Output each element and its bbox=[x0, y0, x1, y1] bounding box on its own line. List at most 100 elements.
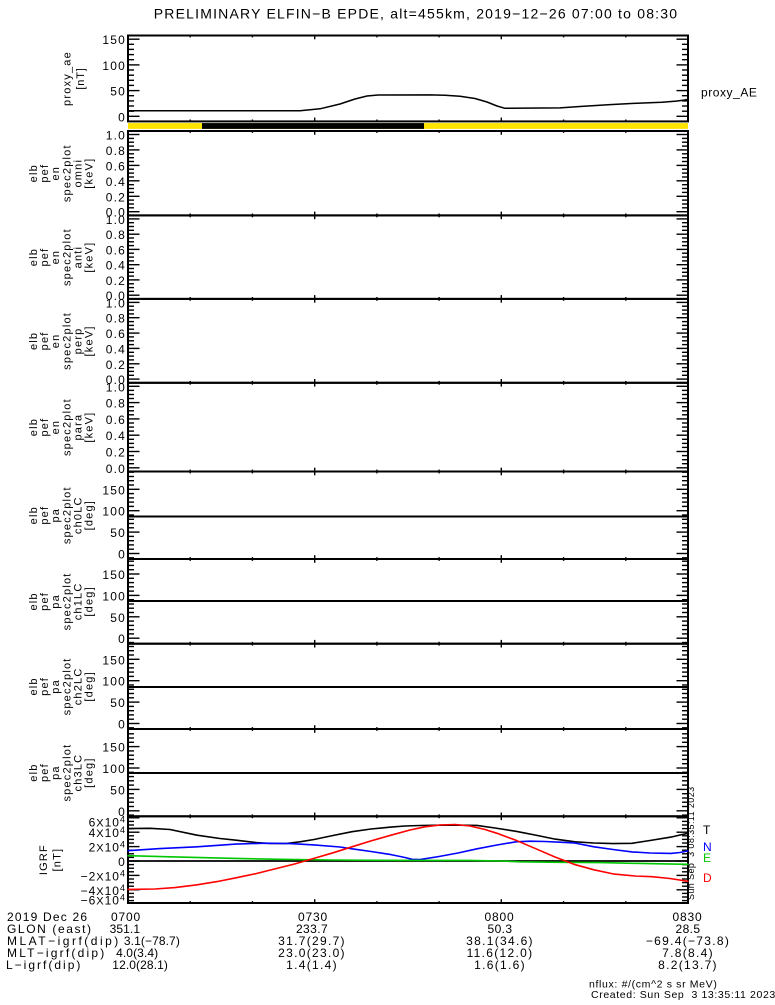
svg-text:0.4: 0.4 bbox=[106, 175, 126, 189]
svg-text:elb: elb bbox=[28, 763, 40, 781]
svg-text:0.2: 0.2 bbox=[106, 358, 126, 372]
svg-text:N: N bbox=[703, 840, 712, 854]
svg-text:50: 50 bbox=[110, 611, 126, 625]
svg-text:0.6: 0.6 bbox=[106, 159, 126, 173]
svg-text:MLT−igrf(dip): MLT−igrf(dip) bbox=[7, 946, 106, 960]
svg-text:L−igrf(dip): L−igrf(dip) bbox=[6, 958, 82, 972]
svg-text:100: 100 bbox=[102, 762, 126, 776]
svg-text:[deg]: [deg] bbox=[84, 671, 96, 701]
svg-text:perp: perp bbox=[72, 327, 84, 354]
svg-text:proxy_AE: proxy_AE bbox=[701, 86, 757, 100]
svg-text:[keV]: [keV] bbox=[84, 412, 96, 443]
svg-text:0: 0 bbox=[118, 632, 126, 646]
svg-text:anti: anti bbox=[72, 246, 84, 269]
svg-text:0: 0 bbox=[118, 548, 126, 562]
svg-text:0.8: 0.8 bbox=[106, 397, 126, 411]
svg-text:−2X104: −2X104 bbox=[81, 868, 126, 883]
svg-text:0.4: 0.4 bbox=[106, 429, 126, 443]
svg-text:31.7(29.7): 31.7(29.7) bbox=[278, 934, 346, 948]
svg-text:150: 150 bbox=[102, 568, 126, 582]
svg-text:100: 100 bbox=[102, 589, 126, 603]
svg-text:spec2plot: spec2plot bbox=[61, 486, 73, 544]
svg-text:pef: pef bbox=[39, 763, 51, 782]
svg-text:[deg]: [deg] bbox=[84, 500, 96, 530]
svg-text:50.3: 50.3 bbox=[488, 922, 513, 936]
svg-text:nflux: #/(cm^2 s sr MeV): nflux: #/(cm^2 s sr MeV) bbox=[589, 979, 717, 991]
svg-text:4.0(3.4): 4.0(3.4) bbox=[116, 946, 158, 960]
svg-text:0: 0 bbox=[118, 855, 126, 869]
svg-text:Sun Sep 3 08:35:11 2023: Sun Sep 3 08:35:11 2023 bbox=[686, 786, 696, 900]
svg-text:en: en bbox=[50, 334, 62, 349]
svg-text:pef: pef bbox=[39, 164, 51, 183]
svg-text:0: 0 bbox=[118, 718, 126, 732]
svg-text:pef: pef bbox=[39, 677, 51, 696]
svg-text:[deg]: [deg] bbox=[84, 586, 96, 616]
svg-text:4X104: 4X104 bbox=[89, 825, 126, 840]
svg-text:11.6(12.0): 11.6(12.0) bbox=[467, 946, 534, 960]
svg-text:1.4(1.4): 1.4(1.4) bbox=[286, 958, 338, 972]
svg-text:0.2: 0.2 bbox=[106, 446, 126, 460]
svg-text:[keV]: [keV] bbox=[84, 158, 96, 189]
svg-text:[nT]: [nT] bbox=[75, 67, 87, 89]
svg-text:0.8: 0.8 bbox=[106, 312, 126, 326]
svg-text:[keV]: [keV] bbox=[84, 242, 96, 273]
svg-text:50: 50 bbox=[110, 696, 126, 710]
svg-text:proxy_ae: proxy_ae bbox=[62, 51, 74, 106]
svg-text:0.0: 0.0 bbox=[106, 462, 126, 476]
svg-text:8.2(13.7): 8.2(13.7) bbox=[658, 958, 718, 972]
svg-text:spec2plot: spec2plot bbox=[61, 144, 73, 202]
svg-text:12.0(28.1): 12.0(28.1) bbox=[112, 958, 168, 972]
svg-text:1.0: 1.0 bbox=[106, 213, 126, 227]
svg-text:−6X104: −6X104 bbox=[81, 893, 126, 908]
svg-text:23.0(23.0): 23.0(23.0) bbox=[278, 946, 346, 960]
svg-text:IGRF: IGRF bbox=[38, 844, 50, 875]
svg-text:spec2plot: spec2plot bbox=[61, 657, 73, 715]
svg-text:150: 150 bbox=[102, 741, 126, 755]
svg-text:150: 150 bbox=[102, 33, 126, 47]
svg-text:spec2plot: spec2plot bbox=[61, 398, 73, 456]
svg-text:50: 50 bbox=[110, 85, 126, 99]
svg-text:spec2plot: spec2plot bbox=[61, 572, 73, 630]
svg-text:233.7: 233.7 bbox=[296, 922, 328, 936]
svg-text:para: para bbox=[72, 414, 84, 441]
svg-text:elb: elb bbox=[28, 332, 40, 350]
svg-text:elb: elb bbox=[28, 506, 40, 524]
svg-text:1.0: 1.0 bbox=[106, 380, 126, 394]
svg-text:ch0LC: ch0LC bbox=[72, 496, 84, 534]
svg-text:[keV]: [keV] bbox=[84, 325, 96, 356]
svg-text:100: 100 bbox=[102, 59, 126, 73]
svg-text:spec2plot: spec2plot bbox=[61, 744, 73, 802]
svg-text:2019 Dec 26: 2019 Dec 26 bbox=[7, 910, 88, 924]
svg-text:pef: pef bbox=[39, 506, 51, 525]
svg-text:pef: pef bbox=[39, 592, 51, 611]
svg-text:elb: elb bbox=[28, 677, 40, 695]
svg-text:0.4: 0.4 bbox=[106, 259, 126, 273]
svg-text:0.0: 0.0 bbox=[106, 206, 126, 220]
svg-text:en: en bbox=[50, 420, 62, 435]
svg-text:elb: elb bbox=[28, 418, 40, 436]
svg-text:E: E bbox=[703, 851, 711, 865]
svg-text:0.8: 0.8 bbox=[106, 144, 126, 158]
svg-text:[deg]: [deg] bbox=[84, 757, 96, 787]
svg-text:0: 0 bbox=[118, 805, 126, 819]
svg-text:0.2: 0.2 bbox=[106, 274, 126, 288]
svg-text:0.2: 0.2 bbox=[106, 190, 126, 204]
svg-text:0: 0 bbox=[118, 110, 126, 124]
svg-text:[nT]: [nT] bbox=[52, 848, 64, 872]
svg-text:−4X104: −4X104 bbox=[81, 883, 126, 898]
svg-text:1.0: 1.0 bbox=[106, 296, 126, 310]
svg-text:100: 100 bbox=[102, 675, 126, 689]
svg-text:−69.4(−73.8): −69.4(−73.8) bbox=[646, 934, 730, 948]
svg-text:50: 50 bbox=[110, 526, 126, 540]
svg-text:0800: 0800 bbox=[485, 910, 515, 924]
svg-text:0.6: 0.6 bbox=[106, 327, 126, 341]
svg-text:Created: Sun Sep 3 13:35:11 2: Created: Sun Sep 3 13:35:11 2023 bbox=[591, 989, 775, 1000]
svg-text:0.4: 0.4 bbox=[106, 342, 126, 356]
svg-text:elb: elb bbox=[28, 164, 40, 182]
svg-text:150: 150 bbox=[102, 653, 126, 667]
svg-text:pa: pa bbox=[50, 594, 62, 609]
svg-text:38.1(34.6): 38.1(34.6) bbox=[466, 934, 534, 948]
svg-text:en: en bbox=[50, 166, 62, 181]
svg-text:6X104: 6X104 bbox=[89, 815, 126, 830]
svg-text:pef: pef bbox=[39, 248, 51, 267]
